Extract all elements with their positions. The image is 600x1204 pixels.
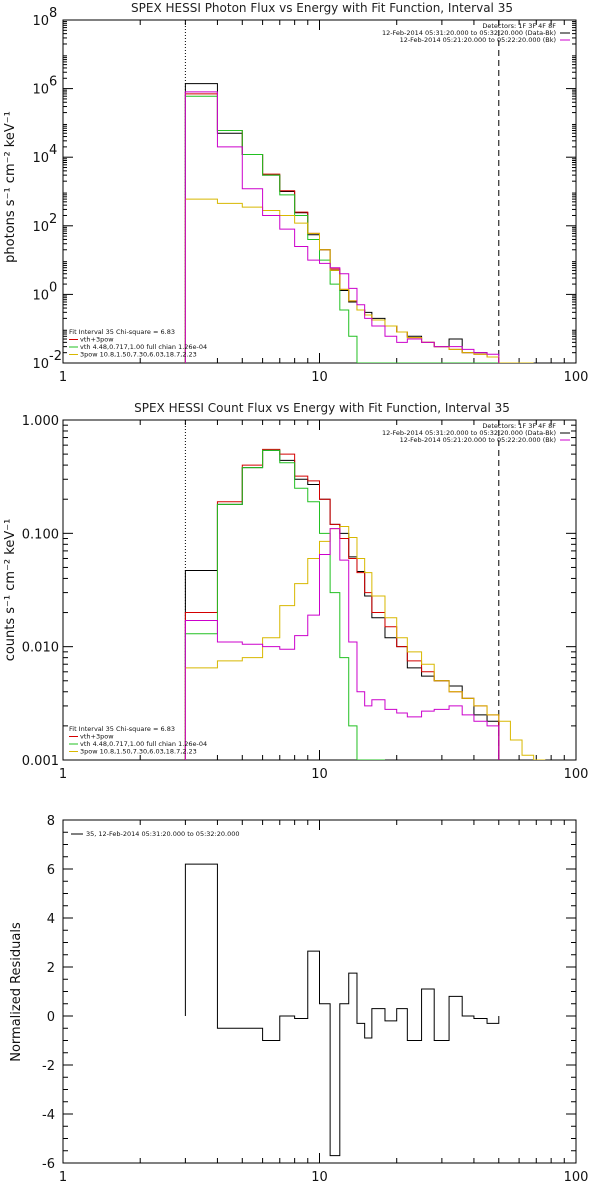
y-tick-exponent: -2 [49,349,62,364]
legend-top-right-text: 12-Feb-2014 05:21:20.000 to 05:22:20.000… [400,436,556,444]
legend-bottom-left-text: vth+3pow [80,336,114,344]
y-tick-label: -4 [42,1108,55,1123]
y-tick-label: 0.001 [22,754,59,769]
legend-bottom-left-text: vth+3pow [80,733,114,741]
legend-bottom-left-text: 3pow 10.8,1.50,7.30,6.03,18.7,2.23 [80,351,197,359]
y-tick-label: 10 [32,83,49,98]
series-group [184,863,500,1157]
legend-top-right-text: Detectors: 1F 3F 4F 8F [482,22,556,30]
x-tick-label: 100 [564,1170,589,1185]
series-line-data-bk [184,449,500,760]
y-tick-label: 10 [32,151,49,166]
series-line-35-12-feb-2014-05-31-20-000-to-05-32-20-000 [184,863,500,1157]
legend-top-right-text: 12-Feb-2014 05:31:20.000 to 05:32:20.000… [382,429,556,437]
series-line-vth [184,449,385,760]
residuals-panel: Normalized Residuals 1 10 100 8 6 4 2 0 -2 -4 -6 35… [9,814,588,1185]
x-tick-label: 1 [59,1170,67,1185]
y-tick-label: 6 [47,863,55,878]
y-tick-exponent: 0 [49,280,57,295]
x-tick-label: 1 [59,767,67,782]
x-tick-label: 1 [59,370,67,385]
y-tick-exponent: 2 [49,212,57,227]
x-tick-label: 100 [564,767,589,782]
count-flux-ylabel: counts s⁻¹ cm⁻² keV⁻¹ [3,519,18,662]
y-tick-label: 2 [47,961,55,976]
y-tick-label: -6 [42,1157,55,1172]
y-tick-exponent: 4 [49,143,57,158]
legend-bottom-left-text: 3pow 10.8,1.50,7.30,6.03,18.7,2.23 [80,748,197,756]
residuals-legend-text: 35, 12-Feb-2014 05:31:20.000 to 05:32:20… [86,830,239,838]
legend-bottom-left-text: Fit Interval 35 Chi-square = 6.83 [69,328,175,336]
legend-bottom-left-text: vth 4.48,0.717,1.00 full chian 1.26e-04 [80,343,207,351]
y-tick-label: 0.010 [22,641,59,656]
y-tick-label: 10 [32,288,49,303]
y-tick-label: 4 [47,912,55,927]
legend-bottom-left-text: Fit Interval 35 Chi-square = 6.83 [69,725,175,733]
y-tick-label: 10 [32,14,49,29]
legend-top-right-text: 12-Feb-2014 05:21:20.000 to 05:22:20.000… [400,36,556,44]
x-tick-label: 10 [311,1170,328,1185]
series-line-vth-3pow [184,448,500,760]
series-group [184,83,534,363]
y-tick-exponent: 6 [49,75,57,90]
series-line-data-bk [184,83,500,363]
count-flux-panel: SPEX HESSI Count Flux vs Energy with Fit… [3,401,588,782]
y-tick-label: 8 [47,814,55,829]
photon-flux-title: SPEX HESSI Photon Flux vs Energy with Fi… [131,1,513,15]
x-tick-label: 10 [311,767,328,782]
series-line-vth-3pow [184,93,500,363]
y-tick-label: 0.100 [22,527,59,542]
legend-top-right-text: 12-Feb-2014 05:31:20.000 to 05:32:20.000… [382,29,556,37]
residuals-ylabel: Normalized Residuals [9,922,24,1062]
x-tick-label: 10 [311,370,328,385]
legend-bottom-left-text: vth 4.48,0.717,1.00 full chian 1.26e-04 [80,740,207,748]
y-tick-exponent: 8 [49,6,57,21]
photon-flux-panel: SPEX HESSI Photon Flux vs Energy with Fi… [3,1,588,385]
legend-top-right-text: Detectors: 1F 3F 4F 8F [482,422,556,430]
series-line-bk [184,91,500,363]
series-line-3pow [184,525,546,760]
series-line-vth [184,95,499,363]
y-tick-label: 1.000 [22,414,59,429]
y-tick-label: 0 [47,1010,55,1025]
y-tick-label: -2 [42,1059,55,1074]
series-line-bk [184,528,500,760]
x-tick-label: 100 [564,370,589,385]
y-tick-label: 10 [32,357,49,372]
y-tick-label: 10 [32,220,49,235]
count-flux-title: SPEX HESSI Count Flux vs Energy with Fit… [134,401,510,415]
series-group [184,448,546,760]
photon-flux-ylabel: photons s⁻¹ cm⁻² keV⁻¹ [3,111,18,263]
series-line-3pow [184,198,534,363]
